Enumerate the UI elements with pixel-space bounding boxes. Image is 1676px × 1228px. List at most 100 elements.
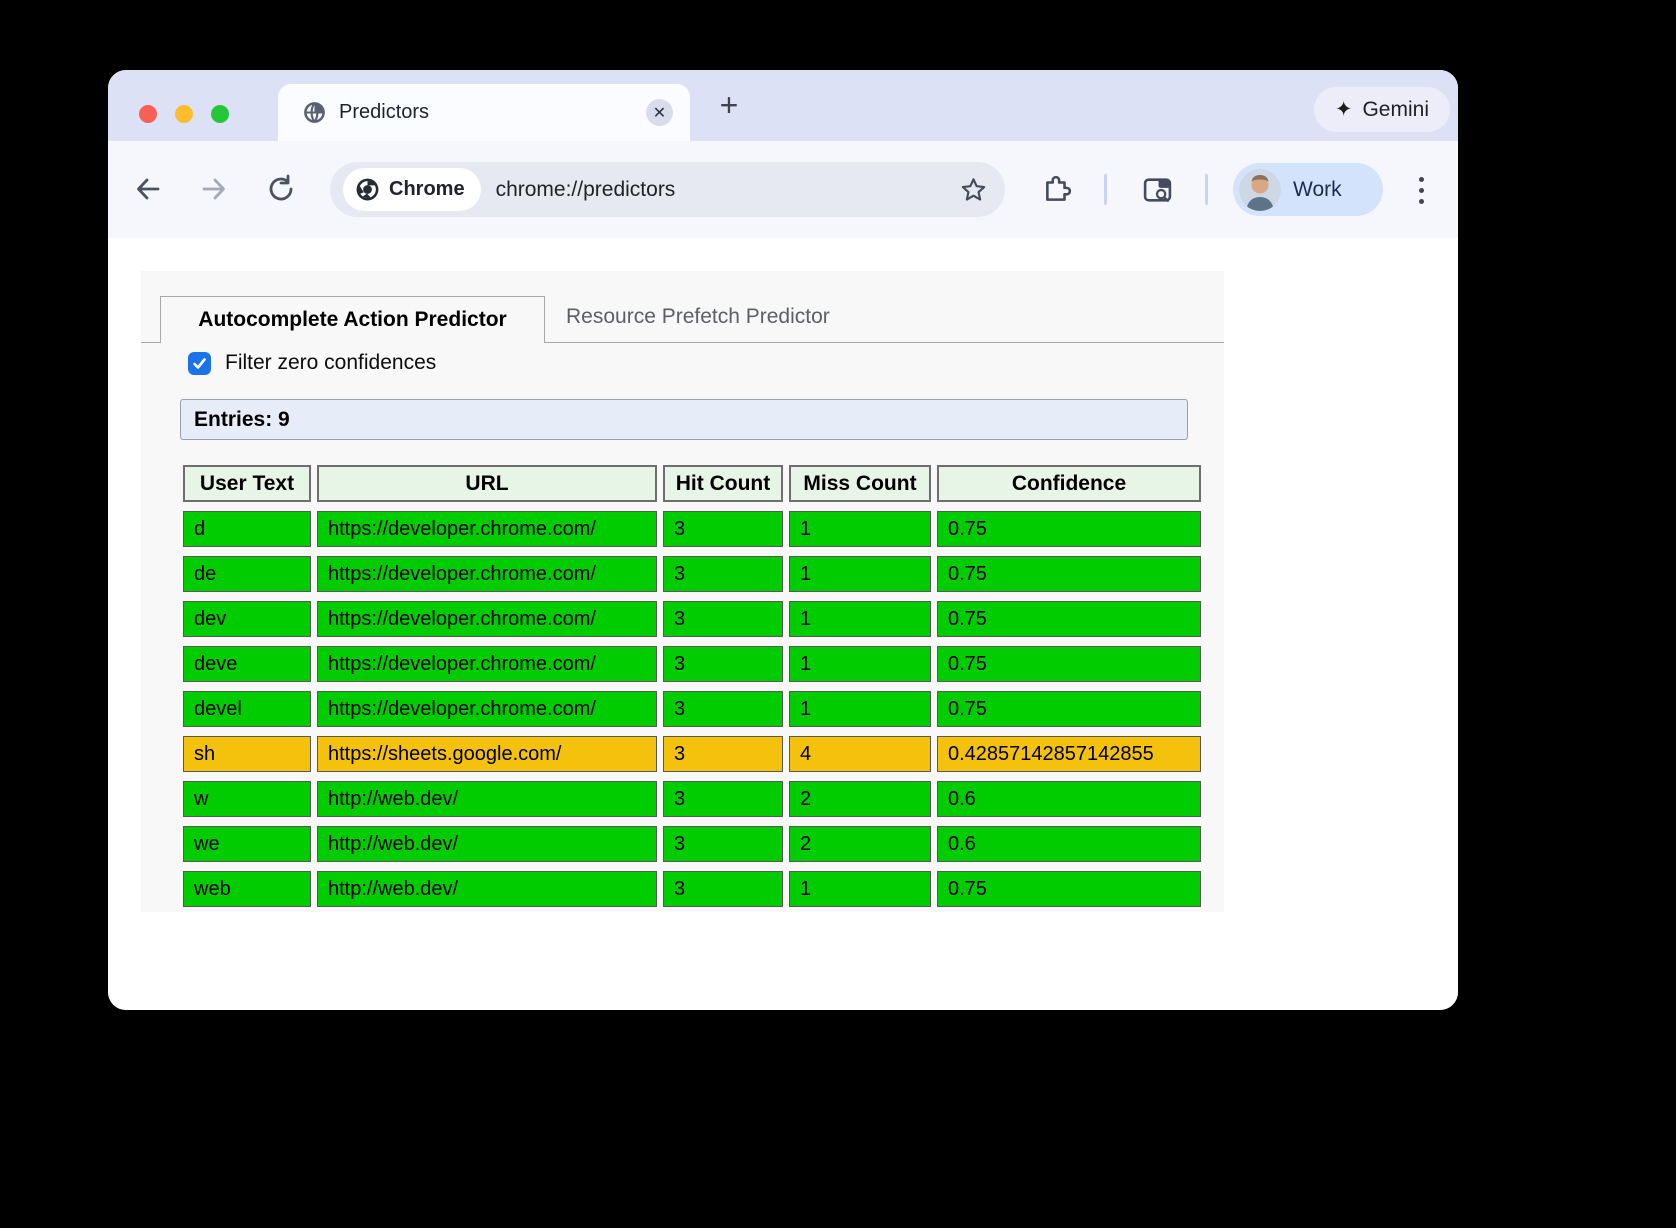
cell-url: http://web.dev/ bbox=[317, 871, 657, 907]
cell-miss-count: 1 bbox=[789, 556, 931, 592]
header-user-text: User Text bbox=[183, 465, 311, 502]
cell-miss-count: 1 bbox=[789, 646, 931, 682]
tab-title: Predictors bbox=[339, 101, 430, 123]
cell-hit-count: 3 bbox=[663, 601, 783, 637]
cell-miss-count: 4 bbox=[789, 736, 931, 772]
cell-miss-count: 1 bbox=[789, 871, 931, 907]
cell-hit-count: 3 bbox=[663, 736, 783, 772]
cell-user-text: de bbox=[183, 556, 311, 592]
cell-user-text: dev bbox=[183, 601, 311, 637]
cell-miss-count: 2 bbox=[789, 781, 931, 817]
table-row: d https://developer.chrome.com/3 1 0.75 bbox=[183, 511, 1201, 547]
address-bar[interactable]: Chrome chrome://predictors bbox=[330, 162, 1005, 217]
cell-hit-count: 3 bbox=[663, 871, 783, 907]
tab-strip: Predictors ✕ + ✦ Gemini bbox=[108, 70, 1458, 141]
predictor-tabs: Autocomplete Action Predictor Resource P… bbox=[141, 296, 1224, 343]
chrome-chip[interactable]: Chrome bbox=[343, 168, 481, 211]
browser-toolbar: Chrome chrome://predictors bbox=[108, 141, 1458, 238]
table-header-row: User Text URL Hit Count Miss Count Confi… bbox=[183, 465, 1201, 502]
table-row: devel https://developer.chrome.com/3 1 0.75 bbox=[183, 691, 1201, 727]
cell-url: http://web.dev/ bbox=[317, 826, 657, 862]
cell-url: https://developer.chrome.com/ bbox=[317, 556, 657, 592]
window-minimize-button[interactable] bbox=[175, 105, 193, 123]
cell-hit-count: 3 bbox=[663, 826, 783, 862]
header-url: URL bbox=[317, 465, 657, 502]
cell-hit-count: 3 bbox=[663, 691, 783, 727]
cell-miss-count: 1 bbox=[789, 511, 931, 547]
cell-user-text: web bbox=[183, 871, 311, 907]
header-confidence: Confidence bbox=[937, 465, 1201, 502]
predictors-table: User Text URL Hit Count Miss Count Confi… bbox=[177, 456, 1207, 916]
url-text[interactable]: chrome://predictors bbox=[495, 177, 676, 201]
cell-hit-count: 3 bbox=[663, 646, 783, 682]
cell-hit-count: 3 bbox=[663, 781, 783, 817]
cell-miss-count: 2 bbox=[789, 826, 931, 862]
cell-user-text: we bbox=[183, 826, 311, 862]
sparkle-icon: ✦ bbox=[1334, 98, 1353, 121]
filter-checkbox-label[interactable]: Filter zero confidences bbox=[225, 351, 437, 374]
predictors-page: Autocomplete Action Predictor Resource P… bbox=[141, 271, 1224, 912]
close-tab-icon[interactable]: ✕ bbox=[646, 99, 673, 126]
browser-menu-icon[interactable] bbox=[1414, 172, 1428, 208]
extensions-puzzle-icon[interactable] bbox=[1042, 175, 1072, 205]
cell-confidence: 0.75 bbox=[937, 601, 1201, 637]
entries-header: Entries: 9 bbox=[180, 399, 1188, 440]
table-row: we http://web.dev/3 2 0.6 bbox=[183, 826, 1201, 862]
browser-window: Predictors ✕ + ✦ Gemini bbox=[108, 70, 1458, 1010]
profile-chip[interactable]: Work bbox=[1233, 163, 1383, 216]
cell-confidence: 0.75 bbox=[937, 871, 1201, 907]
cell-miss-count: 1 bbox=[789, 691, 931, 727]
profile-name: Work bbox=[1293, 177, 1342, 201]
cell-url: https://developer.chrome.com/ bbox=[317, 601, 657, 637]
side-panel-search-icon[interactable] bbox=[1142, 175, 1173, 206]
cell-user-text: sh bbox=[183, 736, 311, 772]
new-tab-button[interactable]: + bbox=[719, 86, 739, 123]
cell-confidence: 0.6 bbox=[937, 826, 1201, 862]
cell-confidence: 0.6 bbox=[937, 781, 1201, 817]
table-row: sh https://sheets.google.com/3 4 0.42857142… bbox=[183, 736, 1201, 772]
gemini-label: Gemini bbox=[1362, 97, 1429, 121]
gemini-button[interactable]: ✦ Gemini bbox=[1313, 87, 1450, 132]
filter-checkbox[interactable] bbox=[188, 351, 211, 375]
table-row: dev https://developer.chrome.com/3 1 0.75 bbox=[183, 601, 1201, 637]
filter-zero-confidences-row: Filter zero confidences bbox=[188, 351, 436, 375]
window-close-button[interactable] bbox=[139, 105, 157, 123]
tab-autocomplete-action-predictor[interactable]: Autocomplete Action Predictor bbox=[160, 296, 545, 343]
table-row: deve https://developer.chrome.com/3 1 0.75 bbox=[183, 646, 1201, 682]
table-row: de https://developer.chrome.com/3 1 0.75 bbox=[183, 556, 1201, 592]
cell-url: http://web.dev/ bbox=[317, 781, 657, 817]
cell-url: https://developer.chrome.com/ bbox=[317, 511, 657, 547]
cell-url: https://sheets.google.com/ bbox=[317, 736, 657, 772]
header-miss-count: Miss Count bbox=[789, 465, 931, 502]
cell-url: https://developer.chrome.com/ bbox=[317, 646, 657, 682]
toolbar-divider bbox=[1205, 174, 1208, 205]
globe-icon bbox=[304, 102, 325, 123]
bookmark-star-icon[interactable] bbox=[960, 176, 987, 203]
reload-icon[interactable] bbox=[265, 173, 297, 205]
cell-hit-count: 3 bbox=[663, 556, 783, 592]
header-hit-count: Hit Count bbox=[663, 465, 783, 502]
window-zoom-button[interactable] bbox=[211, 105, 229, 123]
browser-tab-predictors[interactable]: Predictors ✕ bbox=[278, 84, 690, 141]
cell-confidence: 0.75 bbox=[937, 646, 1201, 682]
forward-icon[interactable] bbox=[198, 173, 230, 205]
avatar bbox=[1239, 168, 1281, 211]
cell-confidence: 0.75 bbox=[937, 691, 1201, 727]
cell-confidence: 0.75 bbox=[937, 511, 1201, 547]
table-row: web http://web.dev/3 1 0.75 bbox=[183, 871, 1201, 907]
back-icon[interactable] bbox=[132, 173, 164, 205]
page-content: Autocomplete Action Predictor Resource P… bbox=[108, 238, 1458, 1010]
check-icon bbox=[193, 357, 206, 369]
tab-resource-prefetch-predictor[interactable]: Resource Prefetch Predictor bbox=[566, 305, 830, 328]
cell-miss-count: 1 bbox=[789, 601, 931, 637]
toolbar-divider bbox=[1104, 174, 1107, 205]
cell-user-text: w bbox=[183, 781, 311, 817]
cell-user-text: deve bbox=[183, 646, 311, 682]
cell-user-text: d bbox=[183, 511, 311, 547]
cell-user-text: devel bbox=[183, 691, 311, 727]
cell-url: https://developer.chrome.com/ bbox=[317, 691, 657, 727]
cell-confidence: 0.75 bbox=[937, 556, 1201, 592]
entries-count-label: Entries: 9 bbox=[194, 407, 290, 431]
cell-confidence: 0.42857142857142855 bbox=[937, 736, 1201, 772]
table-row: w http://web.dev/3 2 0.6 bbox=[183, 781, 1201, 817]
